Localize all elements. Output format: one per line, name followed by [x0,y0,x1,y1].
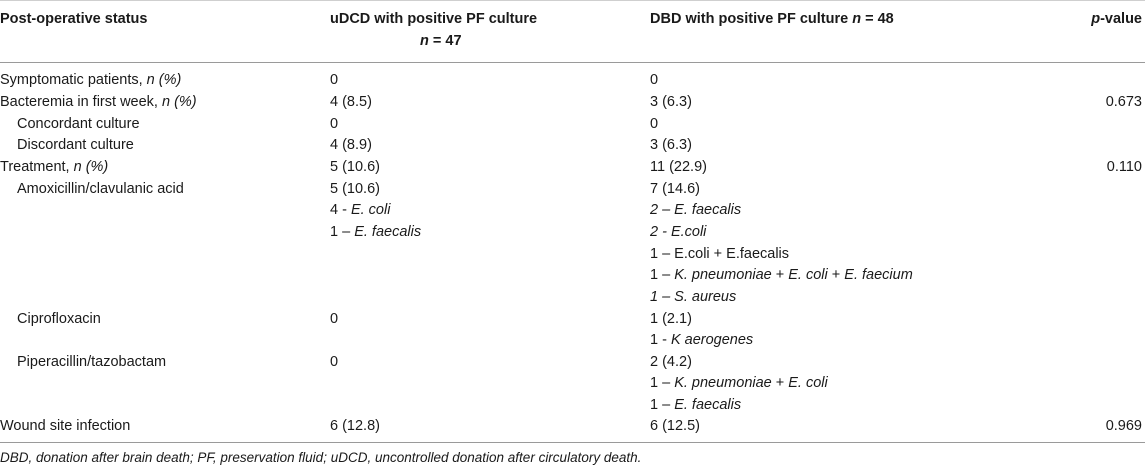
row-bacteremia-dbd: 3 (6.3) [650,94,692,110]
row-amox-dbd-sub5: 1 – S. aureus [650,287,736,309]
table-bottom-rule [0,442,1145,443]
count-prefix: 1 – [650,267,675,283]
organism: K. pneumoniae [674,267,772,283]
row-pip-dbd-sub2: 1 – E. faecalis [650,395,741,417]
header-post-operative-status: Post-operative status [0,11,148,27]
row-amox-dbd-sub4: 1 – K. pneumoniae + E. coli + E. faecium [650,265,913,287]
header-udcd-n-label: n [420,33,429,49]
row-amox-udcd-sub2: 1 – E. faecalis [330,222,421,244]
row-label-text: Treatment, [0,159,74,175]
organism: E. coli [788,375,828,391]
count-prefix: 1 - [650,332,671,348]
row-treatment-p: 0.110 [1106,159,1142,175]
organism: 2 - E.coli [650,224,707,240]
row-pip-label: Piperacillin/tazobactam [17,354,167,370]
header-p-value: p-value [1091,8,1142,30]
organism: E. faecalis [674,397,742,413]
row-wound-label: Wound site infection [0,418,131,434]
row-amox-dbd: 7 (14.6) [650,181,700,197]
header-value-label: -value [1100,11,1142,27]
row-wound-udcd: 6 (12.8) [330,418,380,434]
organism: E. faecium [844,267,913,283]
row-cipro-dbd-sub1: 1 - K aerogenes [650,330,753,352]
row-bacteremia-label: Bacteremia in first week, n (%) [0,92,197,114]
organism: E. coli [350,202,391,218]
header-udcd-n-value: = 47 [428,33,462,49]
table-header-rule [0,62,1145,63]
header-dbd: DBD with positive PF culture n = 48 [650,8,894,30]
row-bacteremia-p: 0.673 [1105,94,1142,110]
row-pip-udcd: 0 [330,354,339,370]
row-unit: n (%) [73,159,109,175]
row-unit: n (%) [146,72,182,88]
header-udcd-n: n = 47 [420,30,462,52]
row-concordant-label: Concordant culture [17,116,140,132]
row-pip-dbd-sub1: 1 – K. pneumoniae + E. coli [650,373,828,395]
header-udcd: uDCD with positive PF culture [330,8,537,30]
plus: + [771,375,789,391]
organism: E. faecalis [354,224,422,240]
row-amox-dbd-sub2: 2 - E.coli [650,222,706,244]
row-bacteremia-udcd: 4 (8.5) [330,94,372,110]
row-concordant-udcd: 0 [330,116,339,132]
organism: 2 – E. faecalis [650,202,742,218]
row-amox-dbd-sub1: 2 – E. faecalis [650,200,741,222]
row-amox-dbd-sub3: 1 – E.coli + E.faecalis [650,246,790,262]
row-wound-p: 0.969 [1105,418,1142,434]
row-amox-udcd: 5 (10.6) [330,181,380,197]
row-treatment-dbd: 11 (22.9) [650,159,707,175]
row-wound-dbd: 6 (12.5) [650,418,700,434]
header-dbd-n-value: = 48 [861,11,894,27]
row-symptomatic-label: Symptomatic patients, n (%) [0,70,181,92]
header-udcd-line1: uDCD with positive PF culture [330,11,538,27]
row-treatment-label: Treatment, n (%) [0,157,108,179]
count-prefix: 1 – [650,375,675,391]
row-cipro-dbd: 1 (2.1) [650,311,692,327]
row-label-text: Bacteremia in first week, [0,94,162,110]
row-discordant-udcd: 4 (8.9) [330,137,372,153]
table-footnote: DBD, donation after brain death; PF, pre… [0,450,642,465]
row-label-text: Symptomatic patients, [0,72,147,88]
plus: + [827,267,845,283]
count-prefix: 1 – [330,224,355,240]
row-symptomatic-udcd: 0 [330,72,339,88]
count-prefix: 4 - [330,202,351,218]
row-cipro-label: Ciprofloxacin [17,311,101,327]
organism: E. coli [788,267,828,283]
organism: 1 – S. aureus [650,289,737,305]
plus: + [771,267,789,283]
header-p-label: p [1091,11,1101,27]
row-discordant-label: Discordant culture [17,137,134,153]
row-treatment-udcd: 5 (10.6) [330,159,380,175]
count-prefix: 1 – [650,397,675,413]
row-symptomatic-dbd: 0 [650,72,659,88]
header-dbd-n-label: n [852,11,862,27]
row-amox-label: Amoxicillin/clavulanic acid [17,181,184,197]
row-cipro-udcd: 0 [330,311,339,327]
table-top-rule [0,0,1145,1]
row-pip-dbd: 2 (4.2) [650,354,692,370]
organism: K. pneumoniae [674,375,772,391]
row-discordant-dbd: 3 (6.3) [650,137,692,153]
row-amox-udcd-sub1: 4 - E. coli [330,200,390,222]
header-dbd-prefix: DBD with positive PF culture [650,11,853,27]
row-unit: n (%) [161,94,197,110]
row-concordant-dbd: 0 [650,116,659,132]
organism: K aerogenes [670,332,754,348]
